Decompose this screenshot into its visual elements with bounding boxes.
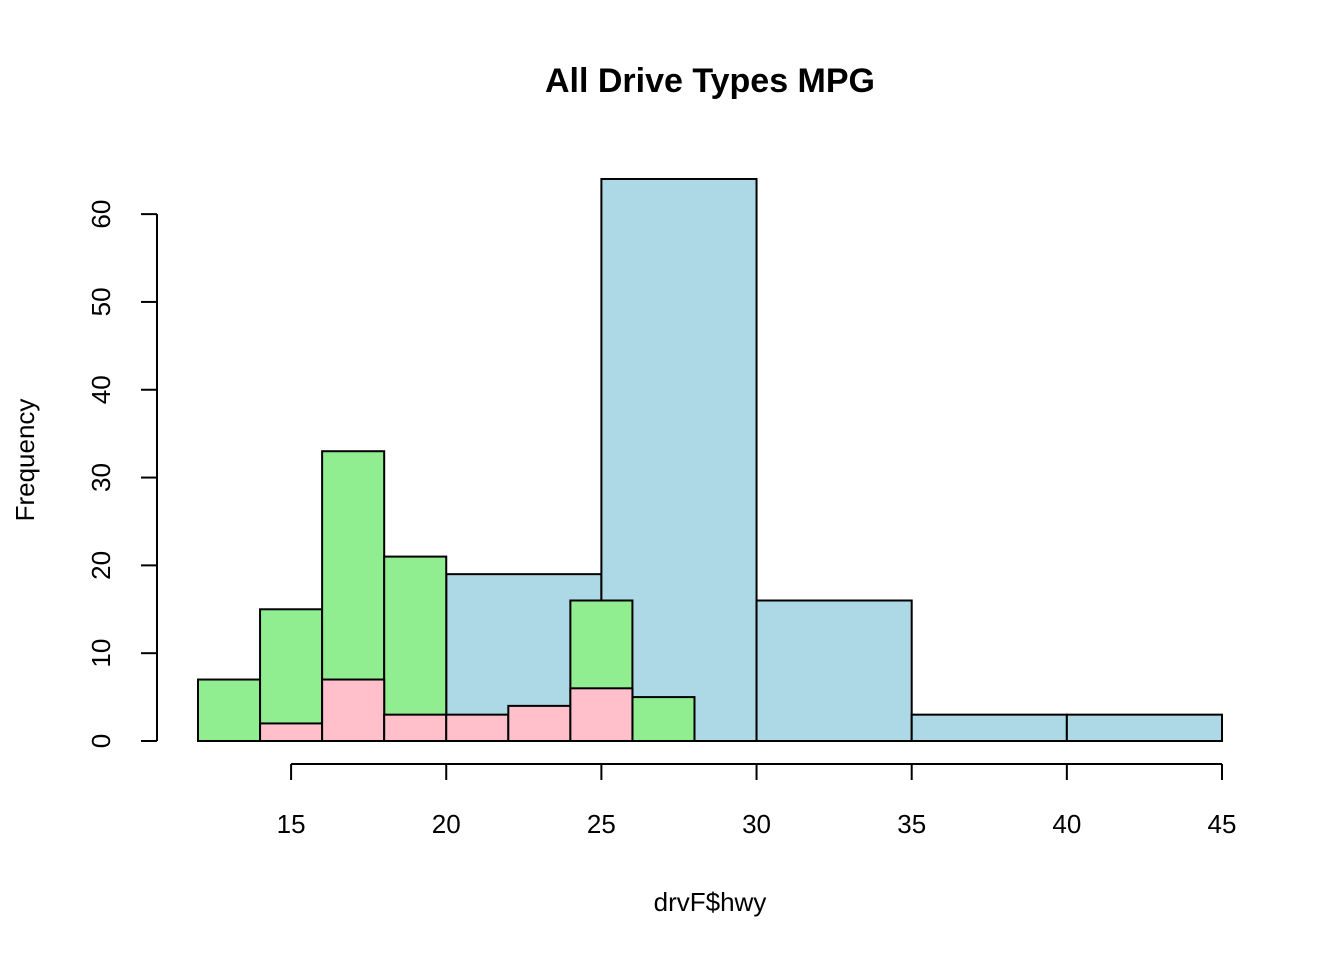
y-tick-label-40: 40 (86, 375, 116, 404)
y-tick-label-60: 60 (86, 200, 116, 229)
chart-title: All Drive Types MPG (545, 62, 875, 100)
y-tick-label-30: 30 (86, 463, 116, 492)
x-tick-label-45: 45 (1208, 809, 1237, 839)
hist-bar-s1-b0 (197, 678, 262, 742)
hist-bar-s0-b4 (1065, 713, 1224, 742)
hist-bar-s2-b2 (383, 713, 448, 742)
hist-bar-s1-b1 (259, 608, 324, 742)
hist-bar-s2-b3 (445, 713, 510, 742)
y-tick-label-50: 50 (86, 287, 116, 316)
hist-bar-s0-b3 (910, 713, 1068, 742)
hist-bar-s2-b4 (507, 704, 572, 742)
x-tick-label-40: 40 (1052, 809, 1081, 839)
hist-bar-s1-b3 (383, 555, 448, 742)
x-tick-label-20: 20 (432, 809, 461, 839)
hist-bar-s2-b0 (259, 722, 324, 742)
y-axis: 0 10 20 30 40 50 60 (86, 200, 158, 748)
hist-bar-s2-b5 (569, 687, 634, 742)
hist-bar-s0-b2 (755, 599, 913, 742)
y-tick-label-20: 20 (86, 551, 116, 580)
y-axis-label: Frequency (10, 399, 40, 522)
hist-bar-s1-b7 (631, 696, 696, 742)
x-tick-label-25: 25 (587, 809, 616, 839)
hist-bar-s2-b1 (321, 678, 386, 742)
y-tick-label-0: 0 (86, 734, 116, 748)
x-tick-label-30: 30 (742, 809, 771, 839)
x-tick-label-35: 35 (897, 809, 926, 839)
y-tick-label-10: 10 (86, 639, 116, 668)
x-axis-label: drvF$hwy (654, 887, 767, 917)
x-axis: 15 20 25 30 35 40 45 (277, 763, 1237, 839)
x-tick-label-15: 15 (277, 809, 306, 839)
bars-group (197, 178, 1224, 742)
